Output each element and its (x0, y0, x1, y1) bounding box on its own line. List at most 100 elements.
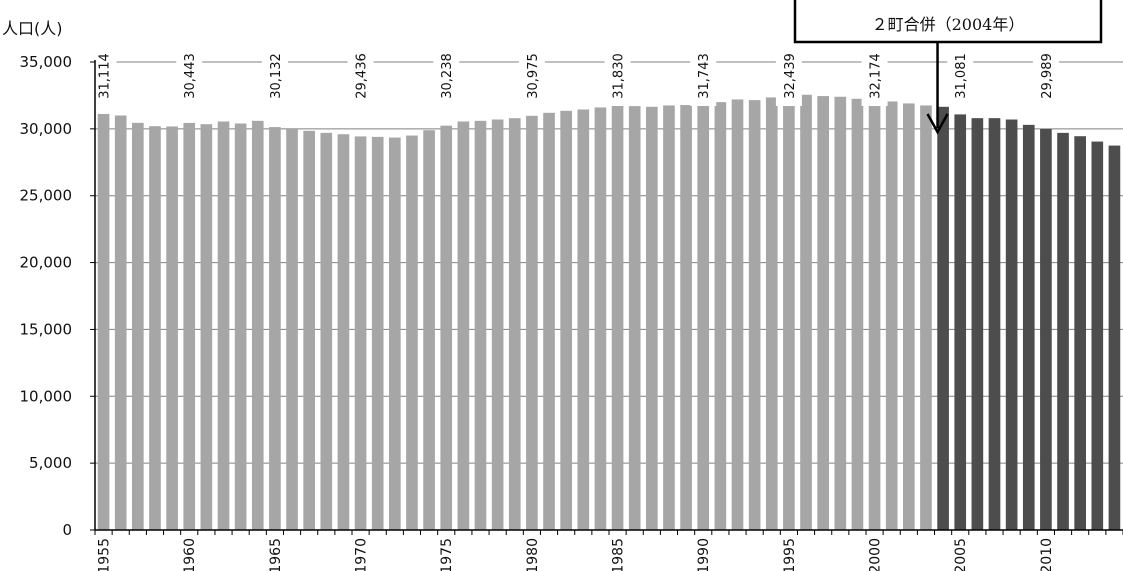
bar (1057, 132, 1069, 530)
data-label: 31,830 (612, 53, 627, 99)
data-label-bg (604, 46, 631, 106)
bar (234, 123, 247, 530)
data-label-bg (947, 46, 974, 106)
bar (320, 132, 333, 530)
bar (765, 97, 778, 530)
bar (371, 136, 384, 530)
bar (594, 107, 607, 530)
bar (1091, 141, 1104, 530)
bar (543, 112, 555, 530)
data-label-group: 30,443 (176, 46, 203, 106)
bar (1108, 145, 1121, 531)
bar (697, 105, 710, 530)
bar (457, 121, 470, 530)
bar (1040, 129, 1052, 531)
y-tick-label: 0 (62, 521, 72, 539)
bar-series (97, 94, 1121, 531)
data-label: 30,238 (440, 53, 455, 99)
bar (903, 103, 915, 531)
y-tick-label: 25,000 (20, 187, 73, 205)
data-label: 29,989 (1040, 53, 1055, 99)
bar (731, 99, 744, 530)
data-label-group: 30,975 (518, 46, 545, 106)
bar (406, 135, 418, 531)
bar (885, 101, 898, 531)
bar (714, 102, 727, 530)
bar (269, 127, 281, 531)
data-label-group: 30,238 (433, 46, 460, 106)
data-label-group: 29,989 (1032, 46, 1059, 106)
x-tick-label: 1955 (97, 538, 113, 571)
data-label-bg (690, 46, 717, 106)
y-tick-label: 5,000 (29, 454, 72, 472)
data-labels: 31,114 30,443 30,132 29,436 30,238 30,975 31,8… (90, 46, 1059, 106)
annotation-box (793, 0, 1103, 44)
bar (200, 124, 213, 531)
y-axis-label: 人口(人) (2, 19, 63, 38)
bar (114, 115, 127, 530)
bar (663, 105, 675, 530)
bar (251, 120, 264, 530)
x-tick-label: 1985 (611, 538, 627, 571)
annotation-text: ２町合併（2004年） (872, 15, 1025, 34)
data-label-bg (433, 46, 460, 106)
gridlines (95, 61, 1123, 464)
bar (783, 96, 795, 530)
x-tick-label: 2005 (953, 538, 969, 571)
data-label-group: 31,114 (90, 46, 117, 106)
data-label: 29,436 (355, 53, 370, 99)
bar (988, 118, 1001, 530)
y-tick-label: 15,000 (20, 320, 73, 338)
y-tick-labels: 0 5,000 10,000 15,000 20,000 25,000 30,000 35,0… (20, 53, 73, 539)
bar (389, 137, 401, 530)
bar (646, 106, 658, 531)
bar (971, 118, 984, 530)
bar (577, 109, 590, 531)
data-label-bg (261, 46, 288, 106)
data-label: 30,132 (269, 53, 284, 99)
x-tick-label: 1965 (268, 538, 284, 571)
bar (440, 125, 453, 530)
data-label: 31,743 (697, 53, 712, 99)
y-tick-label: 30,000 (20, 120, 73, 138)
data-label-bg (347, 46, 374, 106)
data-label-group: 31,081 (947, 46, 974, 106)
bar (937, 106, 949, 531)
bar (611, 104, 624, 531)
x-tick-label: 2000 (868, 538, 884, 571)
bar (851, 98, 864, 531)
bar (183, 122, 196, 531)
data-label-group: 31,830 (604, 46, 631, 106)
data-label-group: 32,439 (775, 46, 802, 106)
x-tick-labels: 1955 1960 1965 1970 1975 1980 1985 1990 1995 2000… (97, 538, 1055, 571)
y-tick-label: 20,000 (20, 254, 73, 272)
data-label-bg (775, 46, 802, 106)
data-label-bg (1032, 46, 1059, 106)
bar (560, 110, 572, 530)
data-label-group: 29,436 (347, 46, 374, 106)
data-label-bg (90, 46, 117, 106)
bar (834, 96, 847, 530)
bar (97, 113, 110, 531)
bar (303, 130, 315, 530)
data-label-bg (518, 46, 545, 106)
data-label: 30,443 (183, 53, 198, 99)
bar (132, 122, 144, 530)
bar (868, 99, 881, 530)
y-tick-label: 10,000 (20, 387, 73, 405)
axes (90, 60, 1123, 535)
bar (491, 119, 504, 531)
bar (1005, 119, 1018, 531)
x-tick-label: 1995 (782, 538, 798, 571)
x-tick-label: 1980 (525, 538, 541, 571)
bar (217, 121, 230, 530)
bar (286, 128, 298, 530)
data-label: 30,975 (526, 53, 541, 99)
data-label: 32,439 (783, 53, 798, 99)
bar (680, 105, 692, 530)
bar (800, 94, 812, 530)
y-tick-label: 35,000 (20, 53, 73, 71)
x-tick-label: 1975 (439, 538, 455, 571)
bar (1022, 124, 1035, 531)
